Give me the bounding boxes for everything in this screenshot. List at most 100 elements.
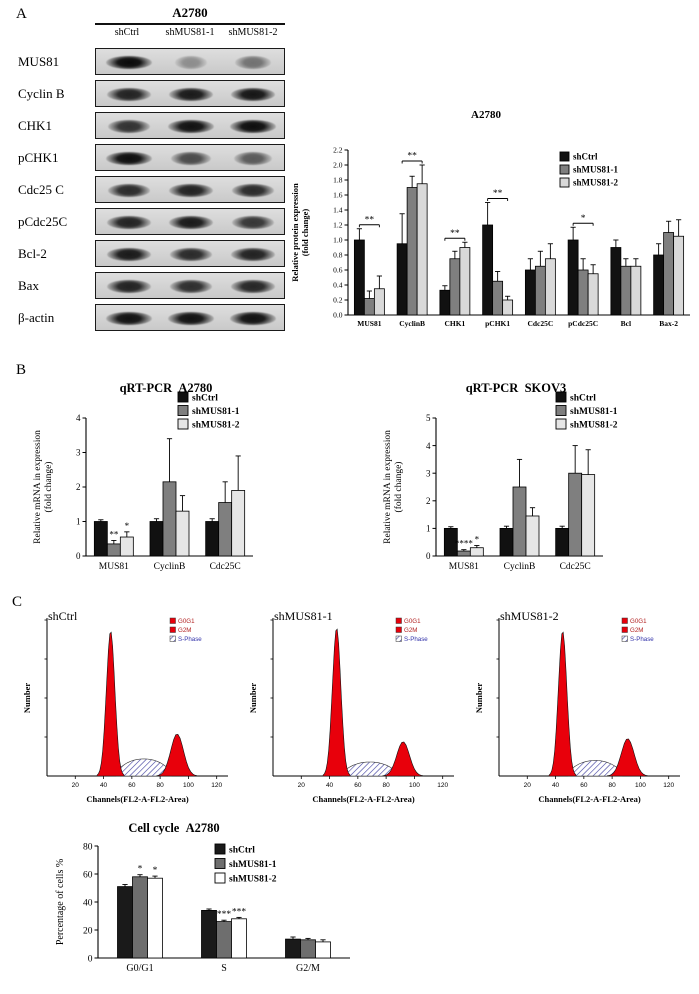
- legend-label: shCtrl: [573, 152, 598, 162]
- protein-label: Cdc25 C: [18, 182, 64, 197]
- y-axis-label: (fold change): [393, 462, 404, 513]
- g2m-peak: [607, 738, 649, 777]
- y-tick-label: 3: [76, 448, 81, 458]
- legend-swatch: [395, 617, 402, 624]
- flow-title-shctrl: shCtrl: [48, 609, 78, 623]
- significance-stars: *: [125, 521, 130, 531]
- x-tick-label: 80: [383, 782, 391, 789]
- legend-swatch: [559, 164, 570, 175]
- blot-image: [95, 144, 285, 171]
- bar: [456, 550, 471, 557]
- bar: [439, 289, 451, 316]
- blot-row-cyclinb: Cyclin B: [0, 80, 300, 107]
- legend-label: shMUS81-2: [192, 421, 240, 431]
- x-category-label: Cdc25C: [210, 562, 241, 572]
- legend-label: shMUS81-2: [573, 178, 619, 188]
- blot-band: [107, 184, 151, 197]
- legend-swatch: [169, 626, 176, 633]
- western-blot-cell-line-title: A2780: [172, 5, 208, 20]
- x-tick-label: 80: [609, 782, 617, 789]
- significance-bracket-label: *: [581, 214, 586, 224]
- y-tick-label: 3: [426, 468, 431, 478]
- x-tick-label: 120: [211, 782, 222, 789]
- bar: [630, 265, 642, 316]
- blot-band: [230, 88, 276, 101]
- bar: [577, 269, 589, 316]
- blot-band: [106, 56, 152, 69]
- bar: [534, 265, 546, 316]
- blot-band: [168, 120, 214, 133]
- y-tick-label: 1.4: [333, 206, 343, 215]
- blot-band: [169, 184, 213, 197]
- x-tick-label: 120: [663, 782, 674, 789]
- protein-label: β-actin: [18, 310, 55, 325]
- bar: [568, 472, 583, 557]
- bar: [673, 235, 685, 316]
- bar: [106, 543, 121, 557]
- lane-label-shmus81-2: shMUS81-2: [228, 27, 278, 38]
- x-tick-label: 120: [437, 782, 448, 789]
- x-tick-label: 80: [157, 782, 165, 789]
- legend-swatch: [395, 626, 402, 633]
- x-tick-label: 60: [128, 782, 136, 789]
- y-axis-label: Relative mRNA in expression: [383, 430, 393, 544]
- legend-label: shMUS81-1: [229, 860, 277, 870]
- x-tick-label: 20: [298, 782, 306, 789]
- s-phase-region: [341, 761, 398, 777]
- blot-band: [107, 88, 151, 101]
- y-axis-label: Number: [248, 683, 258, 713]
- x-category-label: CHK1: [444, 319, 465, 328]
- bar: [492, 280, 504, 316]
- x-category-label: G0/G1: [126, 963, 153, 974]
- qrtpcr-a2780-chart: qRT-PCR A2780 0 1 2 3 4 Relative mRNA in expre…: [33, 381, 253, 572]
- blot-image: [95, 208, 285, 235]
- blot-band: [107, 216, 151, 229]
- blot-band: [106, 152, 152, 165]
- bar: [512, 486, 527, 557]
- bar: [525, 515, 540, 557]
- bar: [620, 265, 632, 316]
- y-tick-label: 0.6: [333, 266, 343, 275]
- lane-label-shctrl: shCtrl: [114, 27, 140, 38]
- legend-label: G0G1: [630, 618, 647, 625]
- x-tick-label: 20: [72, 782, 80, 789]
- bar: [93, 521, 108, 557]
- blot-band: [168, 216, 214, 229]
- y-axis-label: (fold change): [300, 209, 310, 257]
- bar: [175, 510, 190, 557]
- blot-band: [168, 312, 214, 325]
- legend-swatch: [177, 391, 189, 403]
- blot-band: [231, 184, 275, 197]
- y-axis-label: Relative protein expression: [290, 183, 300, 282]
- g0g1-peak: [548, 631, 577, 777]
- y-tick-label: 0: [426, 551, 431, 561]
- flow-histogram-shmus81-1: 20 40 60 80 100 120 Channels(FL2-A-FL2-Area) Nu…: [248, 617, 454, 804]
- blot-band: [232, 216, 274, 229]
- x-axis-label: Channels(FL2-A-FL2-Area): [312, 794, 414, 804]
- x-category-label: Cdc25C: [527, 319, 553, 328]
- g0g1-peak: [96, 631, 125, 777]
- protein-label: pCHK1: [18, 150, 59, 165]
- y-axis-label: Number: [474, 683, 484, 713]
- y-tick-label: 0.4: [333, 281, 343, 290]
- legend-swatch: [177, 418, 189, 430]
- legend-swatch: [555, 418, 567, 430]
- blot-band: [234, 152, 272, 165]
- blot-band: [231, 280, 275, 293]
- y-tick-label: 1.0: [333, 236, 343, 245]
- y-tick-label: 2: [426, 496, 431, 506]
- bar: [502, 299, 514, 316]
- bar: [201, 910, 217, 959]
- legend-label: G2M: [404, 627, 417, 634]
- cell-cycle-chart: Cell cycle A2780 0 20 40 60 80 Percentage of c…: [55, 821, 350, 974]
- y-tick-label: 1.6: [333, 191, 343, 200]
- y-axis-label: Number: [22, 683, 32, 713]
- protein-label: Bax: [18, 278, 39, 293]
- blot-row-pcdc25c: pCdc25C: [0, 208, 300, 235]
- x-axis-label: Channels(FL2-A-FL2-Area): [86, 794, 188, 804]
- legend-label: shCtrl: [229, 846, 255, 856]
- protein-label: CHK1: [18, 118, 52, 133]
- flow-histogram-shmus81-2: 20 40 60 80 100 120 Channels(FL2-A-FL2-Area) Nu…: [474, 617, 680, 804]
- legend-label: shMUS81-1: [192, 407, 240, 417]
- y-tick-label: 2: [76, 482, 81, 492]
